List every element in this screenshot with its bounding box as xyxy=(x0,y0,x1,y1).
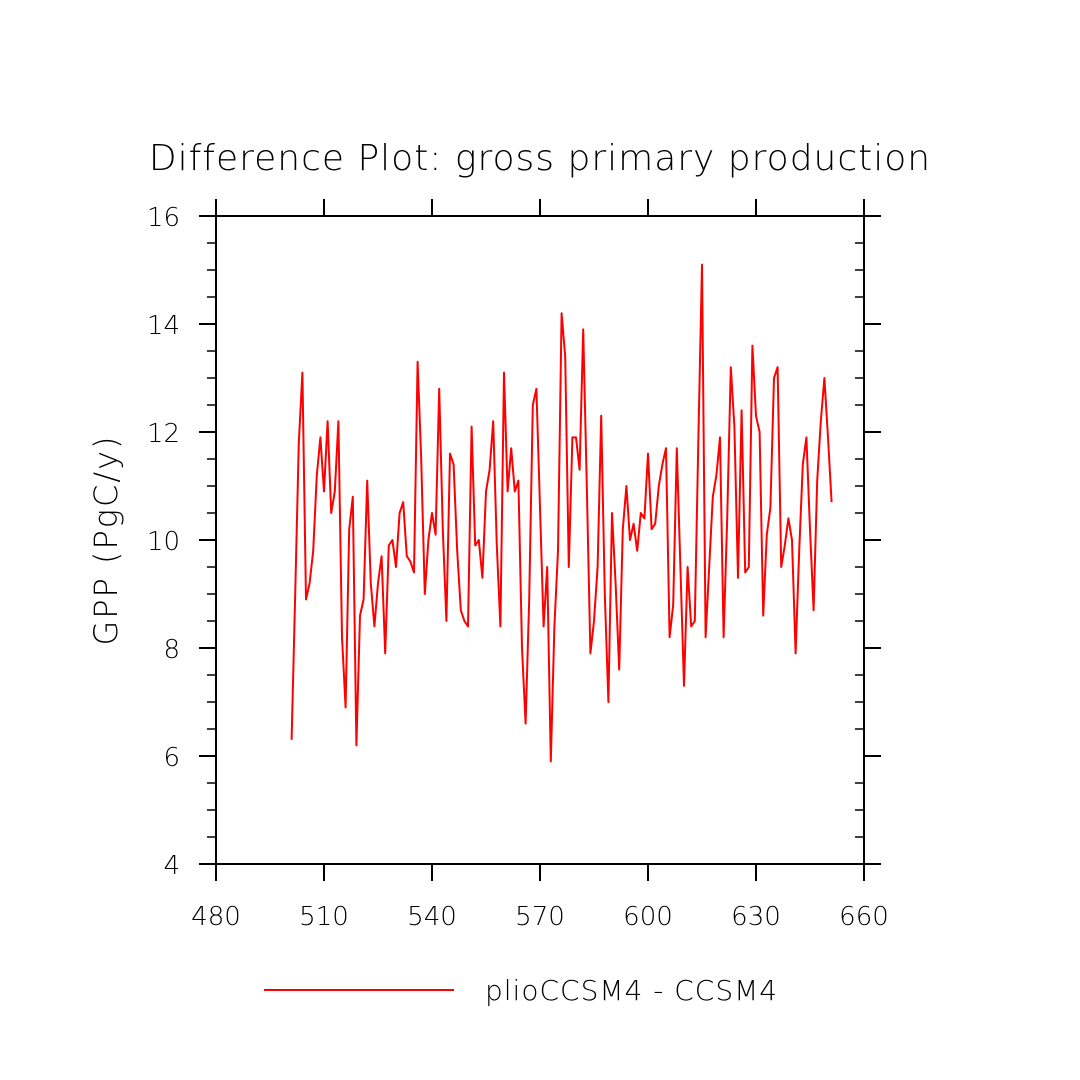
x-tick-label: 510 xyxy=(299,902,349,932)
y-tick-label: 12 xyxy=(147,419,180,449)
y-tick-label: 4 xyxy=(163,851,180,881)
y-tick-label: 16 xyxy=(147,203,180,233)
chart-title: Difference Plot: gross primary productio… xyxy=(149,138,931,179)
y-tick-label: 6 xyxy=(163,743,180,773)
x-tick-label: 660 xyxy=(839,902,889,932)
y-tick-label: 14 xyxy=(147,311,180,341)
x-tick-label: 600 xyxy=(623,902,673,932)
x-tick-label: 540 xyxy=(407,902,457,932)
y-tick-label: 8 xyxy=(163,635,180,665)
series-line xyxy=(290,263,833,763)
y-axis-label: GPP (PgC/y) xyxy=(87,434,125,645)
y-tick-label: 10 xyxy=(147,527,180,557)
x-tick-label: 630 xyxy=(731,902,781,932)
x-tick-labels: 480 510 540 570 600 630 660 xyxy=(191,902,889,932)
legend: plioCCSM4 - CCSM4 xyxy=(264,974,778,1007)
x-tick-label: 570 xyxy=(515,902,565,932)
legend-label: plioCCSM4 - CCSM4 xyxy=(485,974,778,1007)
y-tick-labels: 4 6 8 10 12 14 16 xyxy=(147,203,180,881)
x-tick-label: 480 xyxy=(191,902,241,932)
axis-ticks xyxy=(199,199,881,881)
